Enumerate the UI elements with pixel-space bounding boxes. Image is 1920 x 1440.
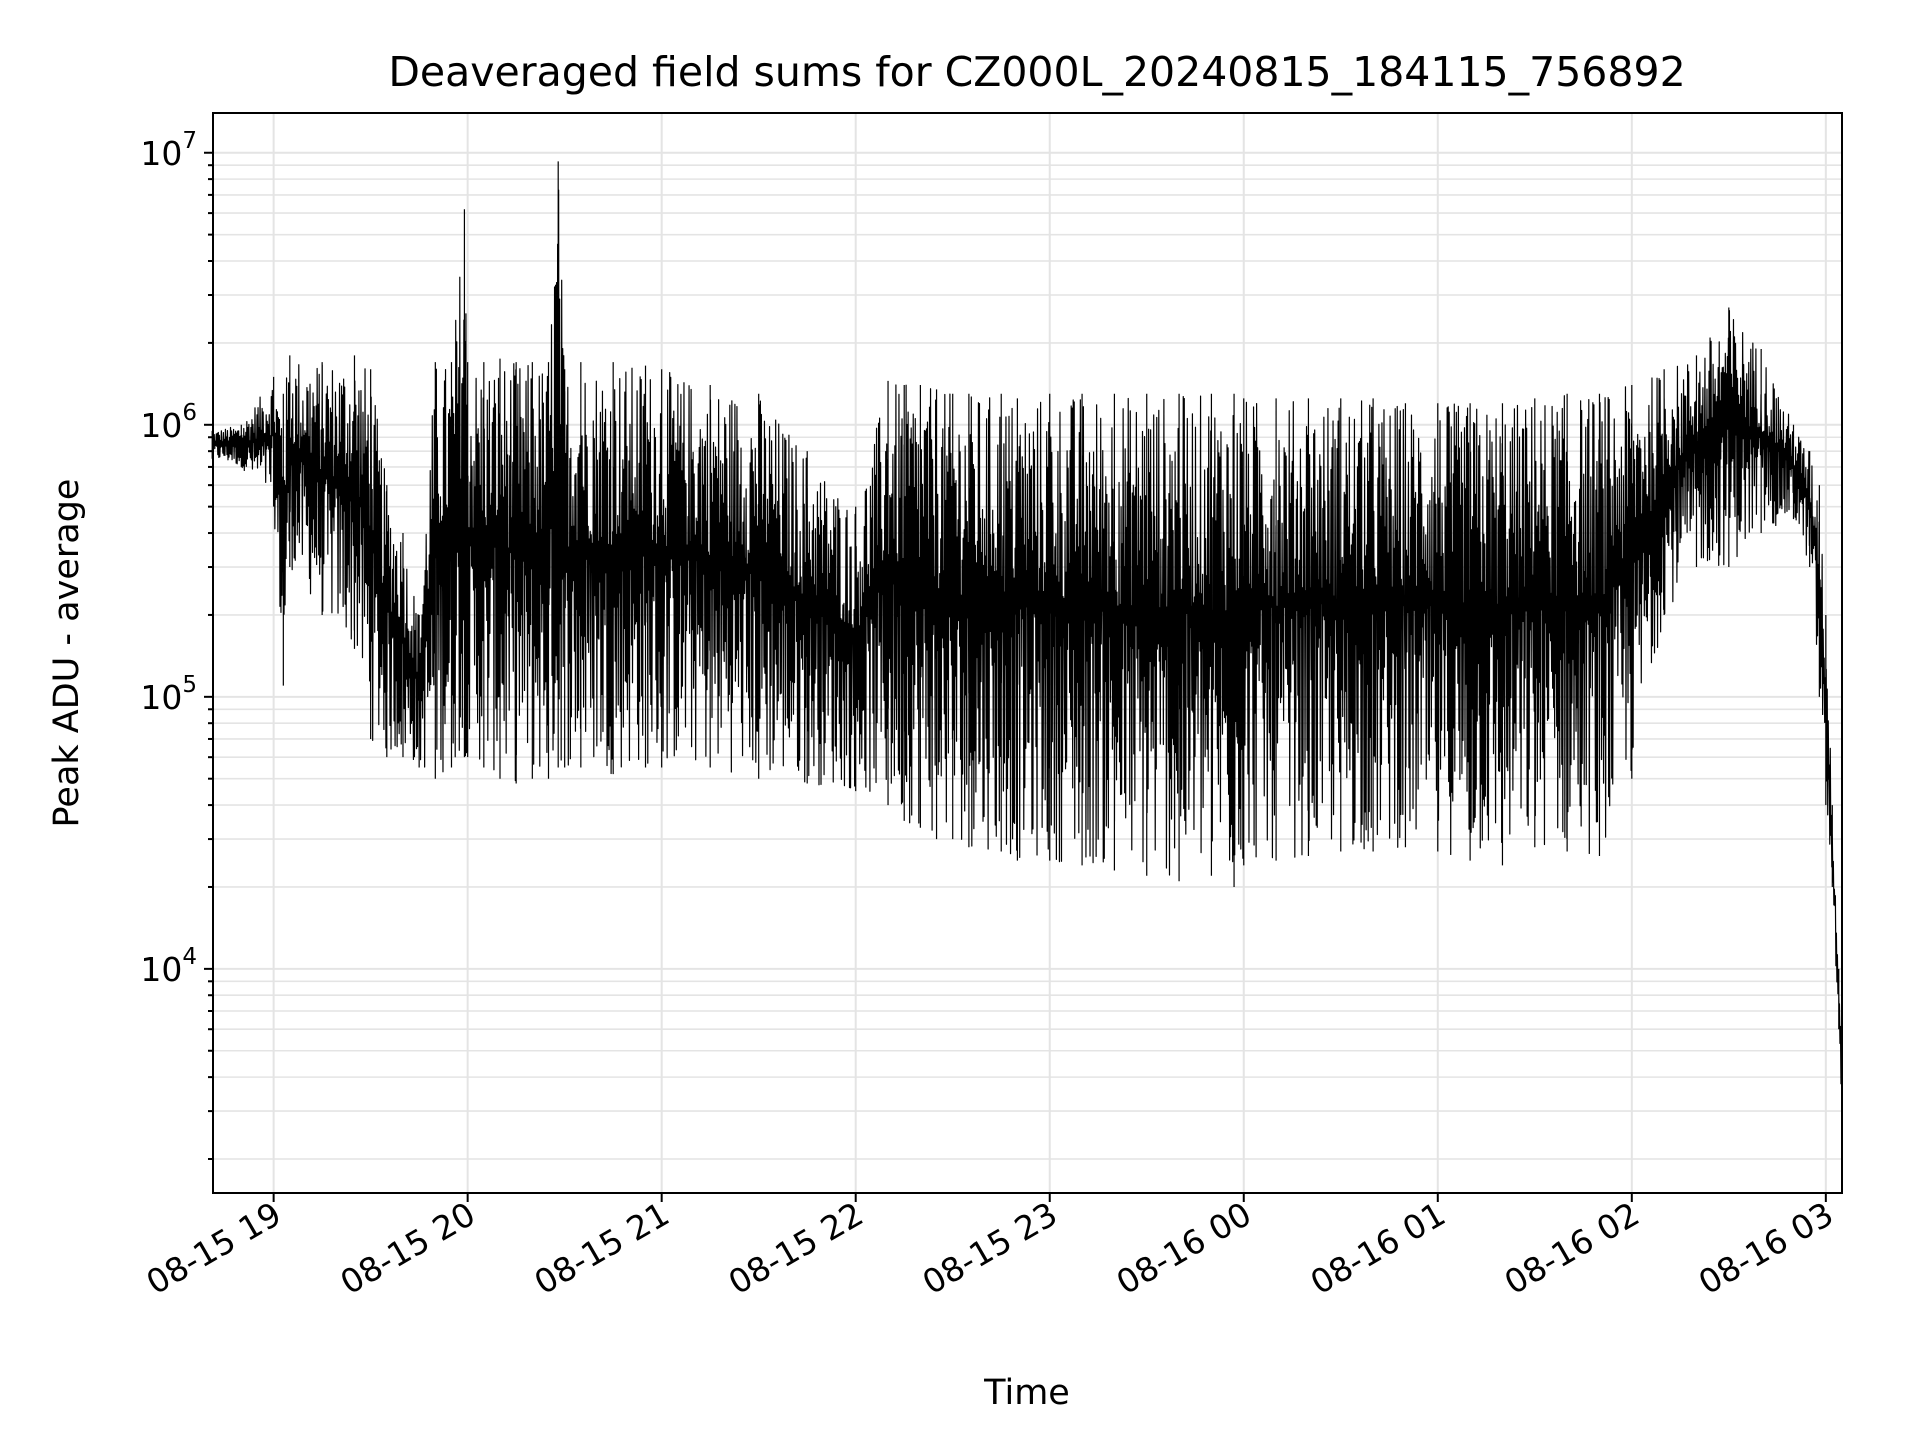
x-axis-label: Time	[983, 1373, 1070, 1413]
x-tick-label: 08-15 23	[916, 1194, 1064, 1302]
x-tick-label: 08-16 03	[1692, 1194, 1840, 1302]
x-tick-label: 08-16 02	[1498, 1194, 1646, 1302]
y-tick-label: 107	[140, 128, 197, 173]
y-tick-label: 106	[140, 400, 197, 445]
y-axis: 104 105 106 107	[140, 128, 213, 1161]
x-tick-label: 08-16 00	[1110, 1194, 1258, 1302]
x-tick-label: 08-15 19	[140, 1194, 288, 1302]
x-tick-label: 08-15 21	[528, 1194, 676, 1302]
chart-title: Deaveraged field sums for CZ000L_2024081…	[388, 48, 1685, 96]
plot-area-frame	[212, 112, 1843, 1194]
series-line	[211, 161, 1843, 1112]
y-tick-label: 104	[140, 944, 197, 989]
x-tick-label: 08-15 22	[722, 1194, 870, 1302]
x-tick-label: 08-15 20	[334, 1194, 482, 1302]
x-tick-label: 08-16 01	[1304, 1194, 1452, 1302]
data-series	[211, 161, 1843, 1112]
x-axis: 08-15 19 08-15 20 08-15 21 08-15 22 08-15 23…	[140, 1193, 1840, 1302]
y-axis-label: Peak ADU - average	[47, 479, 87, 828]
y-tick-label: 105	[140, 672, 197, 717]
